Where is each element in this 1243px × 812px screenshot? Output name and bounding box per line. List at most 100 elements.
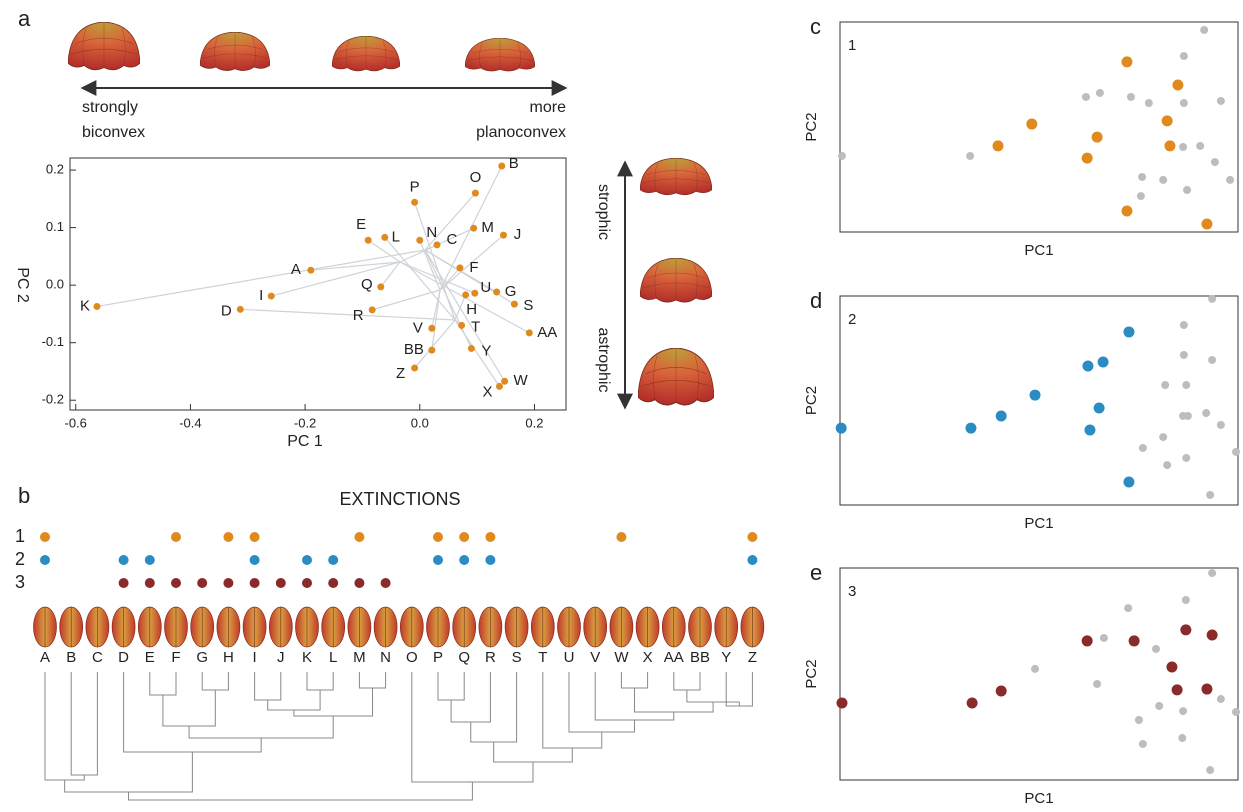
taxon-label: I (253, 649, 257, 666)
point-label: L (392, 228, 400, 245)
data-point (1137, 192, 1145, 200)
shell-image (638, 348, 714, 405)
x-tick-label: 0.0 (411, 415, 429, 430)
extinction-dot (40, 532, 50, 542)
extinction-dot (747, 532, 757, 542)
dendrogram-branch (438, 672, 464, 700)
extinction-dot (276, 578, 286, 588)
data-point (1172, 80, 1183, 91)
extinction-dot (145, 578, 155, 588)
taxon-label: Q (458, 649, 470, 666)
dendrogram-branch (471, 672, 517, 742)
dendrogram-branch (45, 672, 84, 780)
taxon-label: A (40, 649, 50, 666)
extinction-dot (381, 578, 391, 588)
data-point (1121, 206, 1132, 217)
data-point (1202, 409, 1210, 417)
taxon-label: L (329, 649, 337, 666)
dendrogram-branch (726, 672, 752, 706)
data-point (1145, 99, 1153, 107)
panel-label: d (810, 288, 822, 313)
dendrogram-branch (150, 672, 176, 695)
extinction-dot (302, 578, 312, 588)
point-label: J (514, 226, 522, 243)
point-label: W (514, 372, 529, 389)
data-point (1180, 624, 1191, 635)
extinction-dot (328, 555, 338, 565)
dendrogram-branch (202, 672, 228, 690)
extinction-dot (40, 555, 50, 565)
y-tick-label: -0.1 (42, 334, 64, 349)
data-point (1163, 461, 1171, 469)
data-point (381, 234, 388, 241)
data-point (1232, 708, 1240, 716)
data-point (1082, 635, 1093, 646)
data-point (1135, 716, 1143, 724)
data-point (1127, 93, 1135, 101)
taxon-label: T (538, 649, 547, 666)
data-point (1217, 695, 1225, 703)
data-point (1217, 97, 1225, 105)
y-tick-label: 0.1 (46, 219, 64, 234)
data-point (411, 199, 418, 206)
data-point (1196, 142, 1204, 150)
shell-image (68, 22, 140, 70)
data-point (1129, 635, 1140, 646)
data-point (836, 698, 847, 709)
taxon-label: U (564, 649, 575, 666)
dendrogram-branch (451, 672, 490, 722)
row-label: 3 (15, 572, 25, 592)
point-label: G (505, 283, 517, 300)
taxon-label: E (145, 649, 155, 666)
data-point (1164, 140, 1175, 151)
data-point (1093, 680, 1101, 688)
point-label: AA (537, 324, 557, 341)
point-label: Y (481, 342, 491, 359)
data-point (1208, 295, 1216, 303)
taxon-label: AA (664, 649, 684, 666)
data-point (1182, 596, 1190, 604)
extinction-dot (119, 555, 129, 565)
data-point (1208, 356, 1216, 364)
extinction-dot (485, 532, 495, 542)
panel-label: c (810, 14, 821, 39)
data-point (1096, 89, 1104, 97)
data-point (468, 345, 475, 352)
data-point (433, 241, 440, 248)
data-point (1207, 629, 1218, 640)
x-tick-label: 0.2 (525, 415, 543, 430)
extinction-dot (354, 578, 364, 588)
annotation: more (530, 99, 567, 116)
data-point (1166, 662, 1177, 673)
y-axis-label: PC2 (803, 659, 820, 688)
point-label: O (470, 169, 482, 186)
dendrogram-branch (255, 672, 281, 700)
data-point (1183, 186, 1191, 194)
extinction-dot (433, 532, 443, 542)
point-label: E (356, 216, 366, 233)
taxon-label: S (512, 649, 522, 666)
extinction-dot (433, 555, 443, 565)
data-point (1182, 381, 1190, 389)
data-point (1178, 734, 1186, 742)
taxon-label: Z (748, 649, 757, 666)
data-point (1184, 412, 1192, 420)
taxon-label: N (380, 649, 391, 666)
extinction-dot (328, 578, 338, 588)
x-axis-label: PC1 (1024, 515, 1053, 532)
data-point (1179, 707, 1187, 715)
data-point (1082, 93, 1090, 101)
y-axis-label: PC 2 (14, 267, 31, 303)
phylo-branch (415, 202, 455, 320)
data-point (1200, 26, 1208, 34)
annotation: astrophic (595, 328, 612, 393)
plot-frame (840, 568, 1238, 780)
data-point (1031, 665, 1039, 673)
data-point (1201, 219, 1212, 230)
dendrogram-branch (129, 782, 473, 800)
row-label: 1 (15, 526, 25, 546)
data-point (1159, 433, 1167, 441)
shell-image (465, 38, 535, 71)
data-point (1211, 158, 1219, 166)
y-axis-label: PC2 (803, 386, 820, 415)
